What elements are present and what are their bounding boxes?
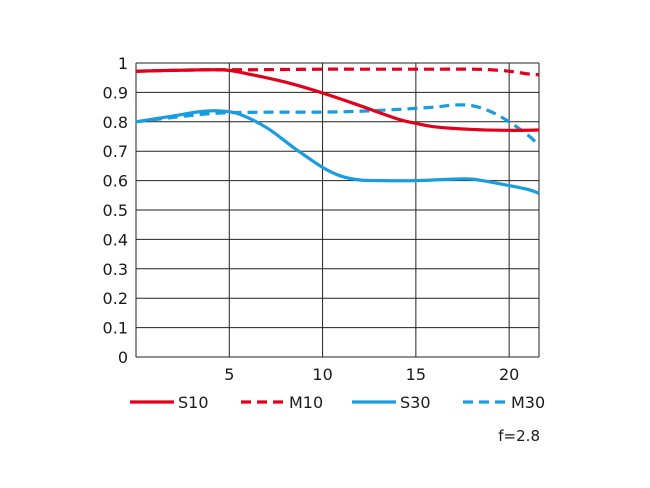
legend-label-s30: S30 xyxy=(400,393,431,412)
legend: S10 M10 S30 M30 xyxy=(130,393,545,412)
series-line-m30 xyxy=(135,103,541,147)
x-tick-label: 20 xyxy=(499,365,519,384)
y-tick-label: 0.9 xyxy=(103,83,128,102)
y-tick-label: 0.2 xyxy=(103,289,128,308)
legend-label-s10: S10 xyxy=(178,393,209,412)
series-line-s30 xyxy=(135,109,540,195)
y-tick-labels: 0 0.1 0.2 0.3 0.4 0.5 0.6 0.7 0.8 0.9 1 xyxy=(103,54,128,367)
y-tick-label: 0.6 xyxy=(103,172,128,191)
grid xyxy=(135,62,540,358)
y-tick-label: 0.5 xyxy=(103,201,128,220)
legend-label-m10: M10 xyxy=(289,393,323,412)
x-tick-label: 15 xyxy=(406,365,426,384)
y-tick-label: 0.8 xyxy=(103,113,128,132)
y-tick-label: 0.3 xyxy=(103,260,128,279)
x-tick-label: 10 xyxy=(312,365,332,384)
y-tick-label: 0.1 xyxy=(103,319,128,338)
y-tick-label: 1 xyxy=(118,54,128,73)
y-tick-label: 0.4 xyxy=(103,230,128,249)
series-line-m10 xyxy=(135,67,540,77)
series-line-s10 xyxy=(135,68,540,132)
y-tick-label: 0 xyxy=(118,348,128,367)
y-tick-label: 0.7 xyxy=(103,142,128,161)
x-tick-labels: 5 10 15 20 xyxy=(224,365,519,384)
legend-label-m30: M30 xyxy=(511,393,545,412)
series-lines xyxy=(135,67,541,195)
x-tick-label: 5 xyxy=(224,365,234,384)
aperture-note: f=2.8 xyxy=(498,427,540,445)
